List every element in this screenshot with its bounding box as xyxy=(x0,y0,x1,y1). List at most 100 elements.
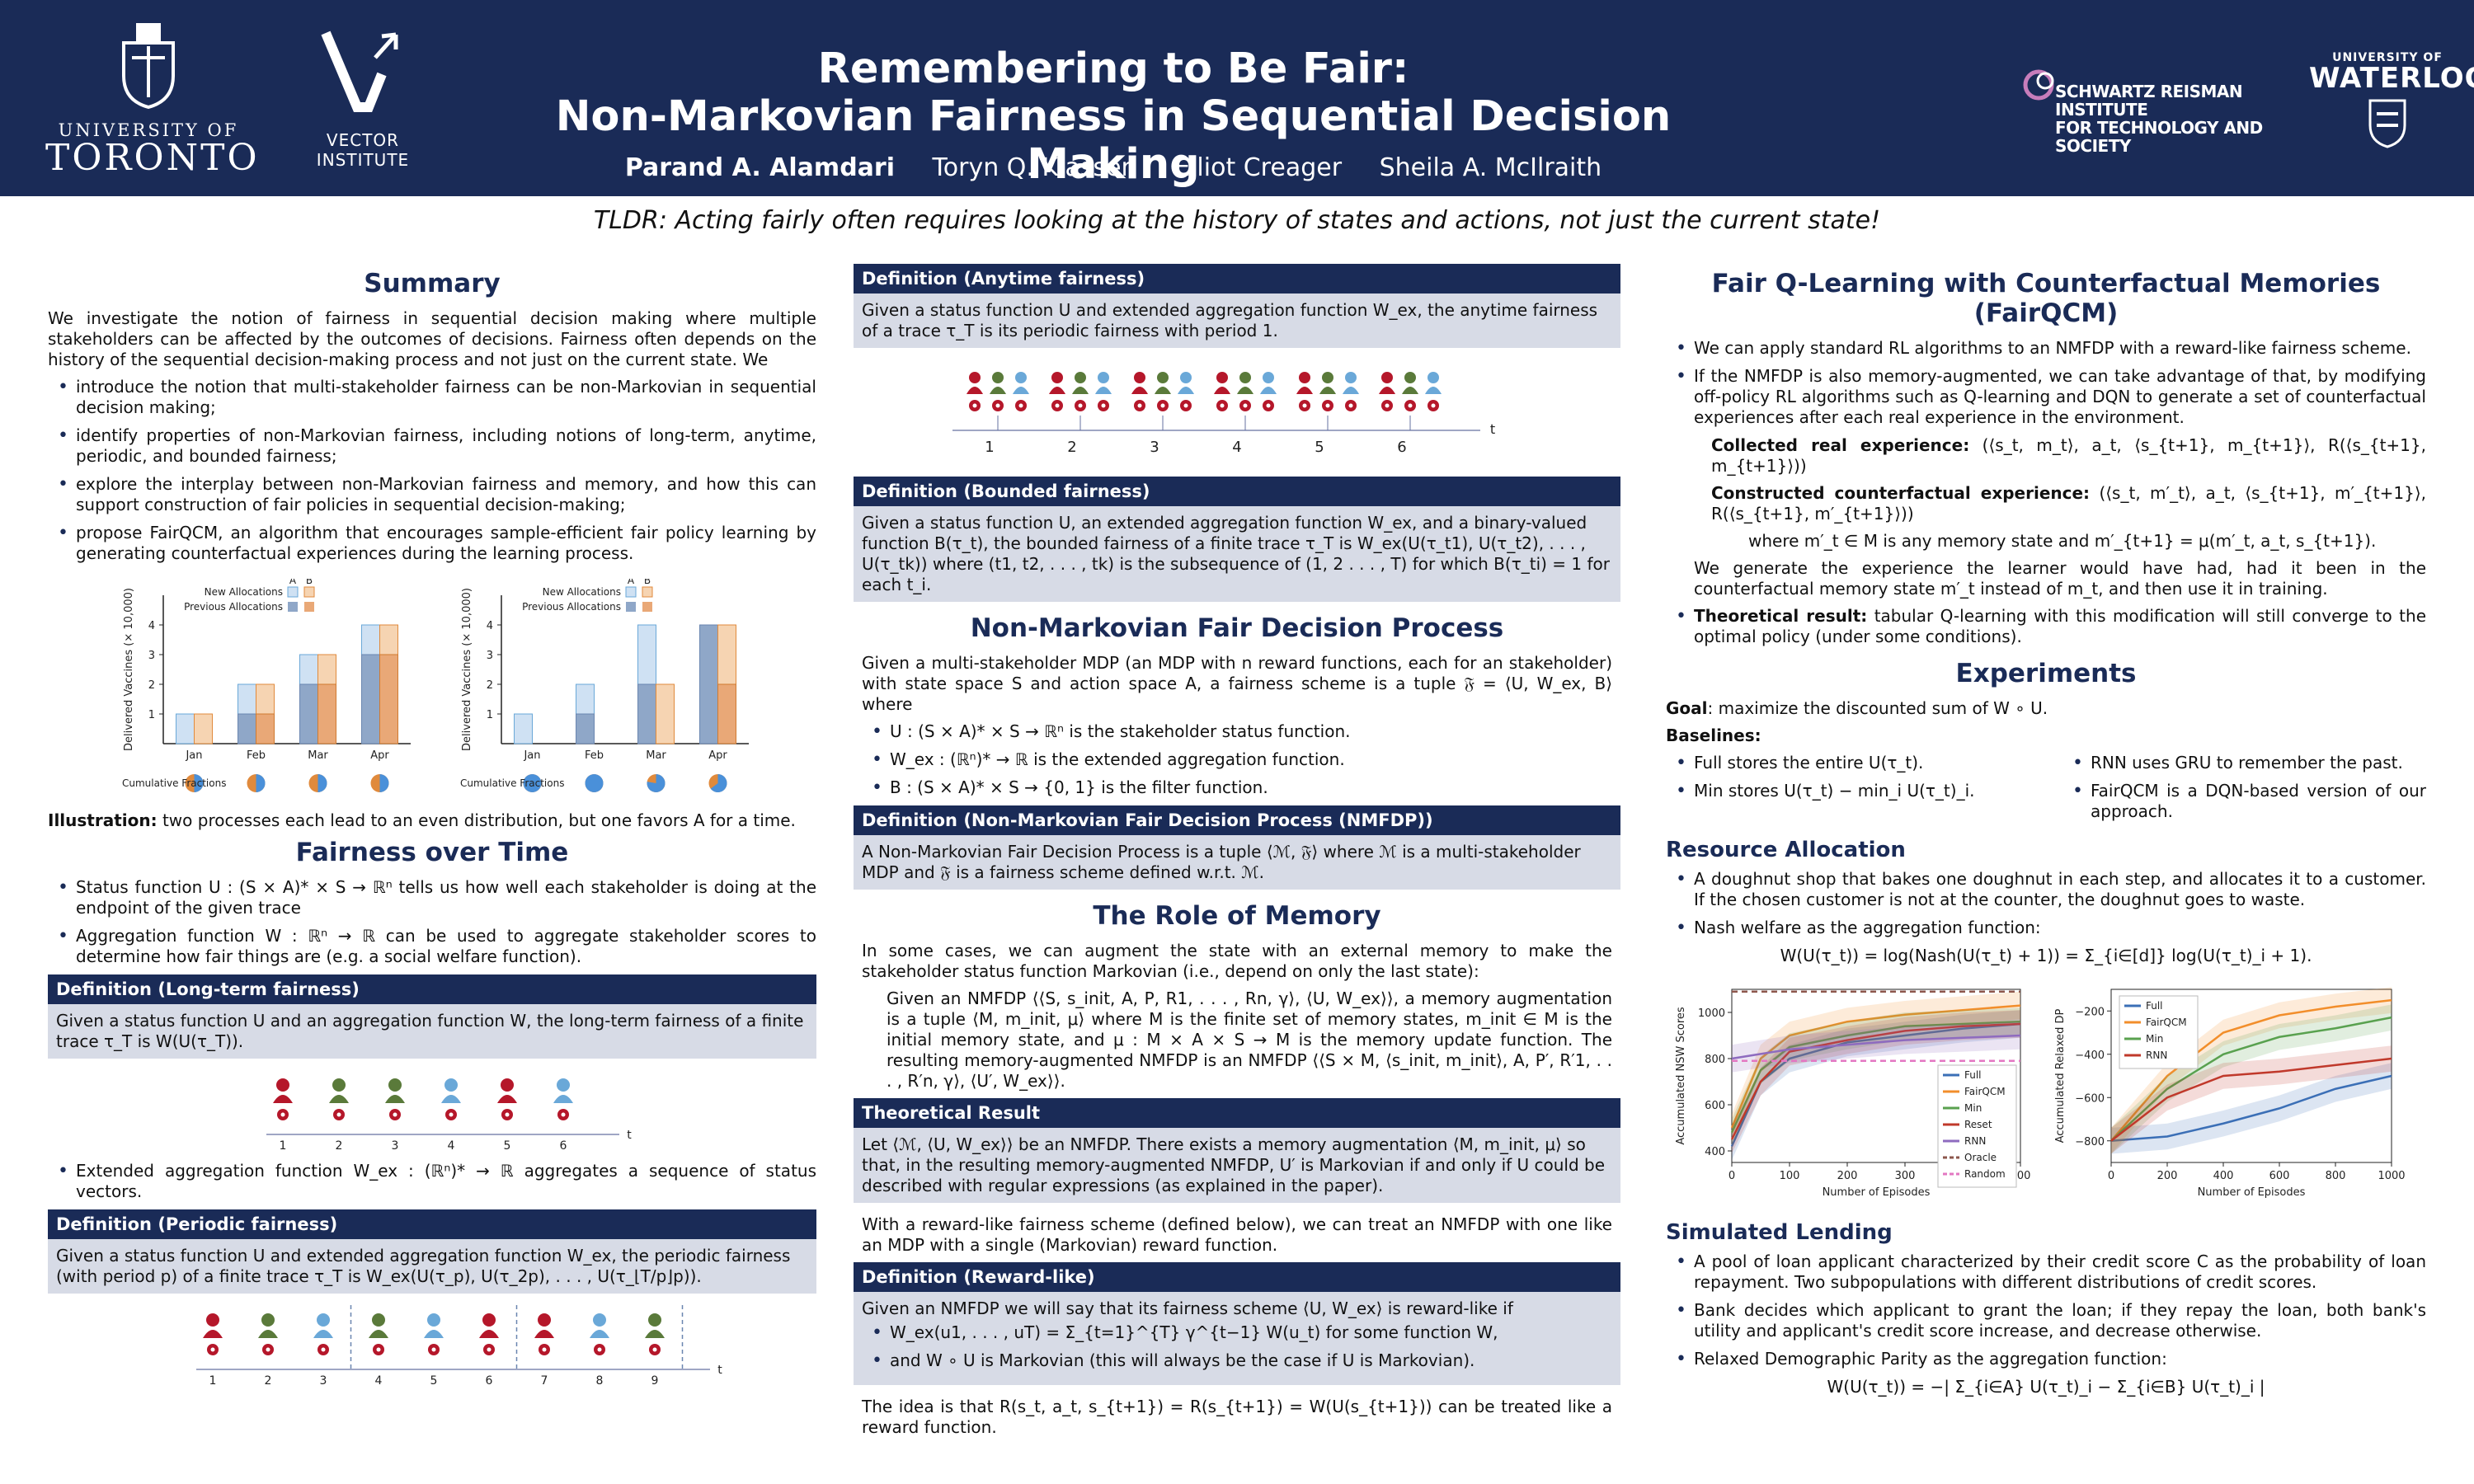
doughnut-hole xyxy=(376,1347,381,1352)
x-tick-label: Feb xyxy=(585,749,604,762)
def-longterm-body: Given a status function U and an aggrega… xyxy=(48,1004,816,1059)
person-icon-body xyxy=(1155,387,1171,394)
doughnut-hole xyxy=(280,1112,285,1117)
def-anytime-head: Definition (Anytime fairness) xyxy=(854,264,1620,294)
timeline-tick: 8 xyxy=(596,1374,604,1388)
status-bullet: Status function U : (S × A)* × S → ℝⁿ te… xyxy=(48,877,816,918)
x-tick-label: Apr xyxy=(370,749,389,762)
series-band xyxy=(2111,1063,2392,1154)
timeline-tick: 9 xyxy=(651,1374,659,1388)
schwartz-logo: SCHWARTZ REISMAN INSTITUTE FOR TECHNOLOG… xyxy=(2020,64,2309,155)
y-tick-label: 600 xyxy=(1705,1100,1725,1112)
x-axis-label: Number of Episodes xyxy=(2198,1186,2306,1199)
x-tick-label: Mar xyxy=(308,749,328,762)
nmfdp-bullet: B : (S × A)* × S → {0, 1} is the filter … xyxy=(862,777,1620,798)
legend-label: Reset xyxy=(1964,1119,1992,1130)
summary-text: We investigate the notion of fairness in… xyxy=(48,308,816,369)
legend-a: A xyxy=(628,579,635,586)
lending-bullet: Relaxed Demographic Parity as the aggreg… xyxy=(1666,1349,2426,1369)
waterloo-line1: UNIVERSITY OF xyxy=(2332,51,2443,64)
person-icon-head xyxy=(317,1313,330,1327)
goal-label: Goal xyxy=(1666,698,1708,718)
person-icon-body xyxy=(645,1330,665,1338)
anytime-timeline: 1 2 3 4 5 6 t xyxy=(952,372,1495,456)
person-icon-body xyxy=(534,1330,554,1338)
doughnut-hole xyxy=(505,1112,510,1117)
series-band xyxy=(1732,1010,2020,1153)
person-icon-body xyxy=(1095,387,1112,394)
def-rl-text: Given an NMFDP we will say that its fair… xyxy=(862,1298,1513,1318)
timeline-tick: 1 xyxy=(280,1139,287,1153)
doughnut-hole xyxy=(1078,403,1083,408)
column-3: Fair Q-Learning with Counterfactual Memo… xyxy=(1666,264,2426,1404)
plot-frame xyxy=(1731,989,2021,1163)
fairqcm-bullet: We can apply standard RL algorithms to a… xyxy=(1666,338,2426,359)
schwartz-swirl-icon xyxy=(2023,69,2054,101)
doughnut-hole xyxy=(1385,403,1390,408)
relaxed-dp-chart: 0 200 400 600 800 1000 −200 −400 −600 −800 Number … xyxy=(2054,987,2406,1199)
footer-label: Cumulative Fractions xyxy=(460,777,564,789)
collected-formula: (⟨s_t, m_t⟩, a_t, ⟨s_{t+1}, m_{t+1}⟩, R(… xyxy=(1711,435,2426,476)
person-icon-head xyxy=(482,1313,496,1327)
illustration-label: Illustration: xyxy=(48,810,158,830)
def-rewardlike: Definition (Reward-like) Given an NMFDP … xyxy=(854,1262,1620,1385)
legend-swatch xyxy=(304,602,314,612)
timeline-tick: 6 xyxy=(486,1374,493,1388)
authors: Parand A. Alamdari Toryn Q. Klassen Elli… xyxy=(495,153,1732,182)
y-tick-label: −800 xyxy=(2075,1136,2105,1148)
person-icon-body xyxy=(590,1330,609,1338)
legend-swatch xyxy=(303,586,315,598)
legend-swatch xyxy=(287,586,299,598)
legend-label: Full xyxy=(1964,1069,1982,1081)
pie-a-slice xyxy=(710,774,727,792)
def-nmfdp: Definition (Non-Markovian Fair Decision … xyxy=(854,805,1620,890)
def-rl-bullet: W_ex(u1, . . . , uT) = Σ_{t=1}^{T} γ^{t−… xyxy=(862,1322,1612,1343)
y-tick-label: 4 xyxy=(148,620,155,632)
person-icon-body xyxy=(1178,387,1194,394)
person-icon-body xyxy=(329,1095,349,1103)
baseline-item: Full stores the entire U(τ_t). xyxy=(1666,753,2030,773)
doughnut-hole xyxy=(561,1112,566,1117)
timeline-tick: 3 xyxy=(392,1139,399,1153)
y-tick-label: 2 xyxy=(487,679,493,692)
doughnut-hole xyxy=(1018,403,1023,408)
series-line xyxy=(2110,1016,2392,1142)
schwartz-line2: FOR TECHNOLOGY AND SOCIETY xyxy=(2055,118,2263,156)
person-icon-head xyxy=(1051,372,1063,383)
person-icon-body xyxy=(1379,387,1395,394)
series-line xyxy=(2110,1074,2392,1142)
y-tick-label: 3 xyxy=(148,650,155,662)
doughnut-hole xyxy=(210,1347,215,1352)
person-icon-head xyxy=(992,372,1004,383)
person-icon-head xyxy=(1180,372,1192,383)
person-icon-body xyxy=(258,1330,278,1338)
collected-label: Collected real experience: xyxy=(1711,435,1970,455)
constructed-formula: (⟨s_t, m′_t⟩, a_t, ⟨s_{t+1}, m′_{t+1}⟩, … xyxy=(1711,483,2427,524)
legend-previous: Previous Allocations xyxy=(522,601,621,613)
timeline-tick: 5 xyxy=(1315,439,1324,456)
person-icon-body xyxy=(424,1330,444,1338)
summary-bullet: propose FairQCM, an algorithm that encou… xyxy=(48,523,816,564)
def-bounded-head: Definition (Bounded fairness) xyxy=(854,477,1620,506)
person-icon-head xyxy=(1239,372,1251,383)
person-icon-body xyxy=(1319,387,1336,394)
baselines-label: Baselines xyxy=(1666,726,1755,745)
legend-b: B xyxy=(644,579,651,586)
timeline-tick: 1 xyxy=(209,1374,217,1388)
person-icon-head xyxy=(1345,372,1357,383)
x-tick-label: 800 xyxy=(2326,1170,2346,1182)
legend-label: Oracle xyxy=(1964,1152,1997,1163)
def-rl-body: Given an NMFDP we will say that its fair… xyxy=(854,1292,1620,1385)
person-icon-body xyxy=(1131,387,1148,394)
x-tick-label: 0 xyxy=(1729,1170,1735,1182)
y-tick-label: 800 xyxy=(1705,1054,1725,1066)
person-icon-head xyxy=(276,1078,289,1092)
timeline-tick: 4 xyxy=(1232,439,1241,456)
results-charts: 01002003004005004006008001000Number of E… xyxy=(1666,973,2426,1212)
series-line xyxy=(1730,1020,2021,1134)
y-tick-label: 4 xyxy=(487,620,493,632)
def-rl-bullet: and W ∘ U is Markovian (this will always… xyxy=(862,1350,1612,1371)
person-icon-head xyxy=(1404,372,1416,383)
person-icon-body xyxy=(967,387,983,394)
person-icon-head xyxy=(1015,372,1027,383)
